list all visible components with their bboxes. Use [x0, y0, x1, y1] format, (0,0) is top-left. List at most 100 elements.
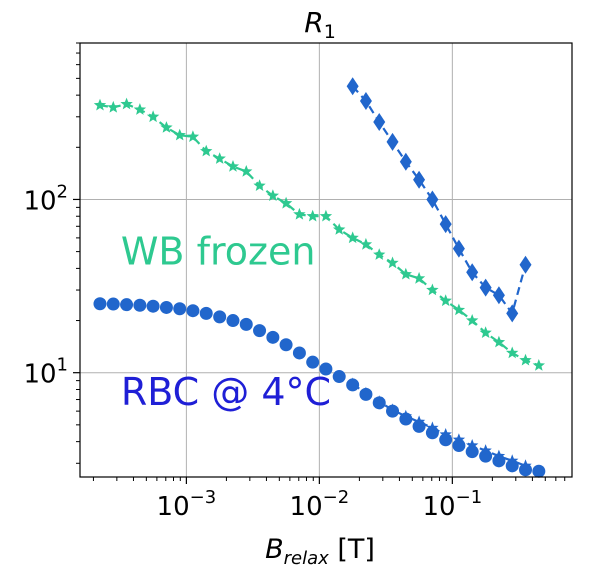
series-3-point-8	[452, 433, 466, 445]
chart-title-subscript: 1	[324, 21, 336, 43]
series-1-point-3	[386, 132, 399, 151]
series-0-point-5	[160, 121, 173, 133]
series-0-point-7	[186, 130, 200, 142]
annotation-0: WB frozen	[121, 230, 316, 274]
series-3-point-9	[466, 439, 479, 451]
series-0-point-9	[213, 152, 226, 164]
y-tick-label-1: 102	[23, 181, 68, 216]
series-0-point-21	[373, 248, 386, 260]
series-0-point-1	[107, 100, 120, 113]
series-0-point-31	[506, 346, 519, 359]
series-2-point-4	[146, 299, 160, 313]
series-0-point-8	[200, 144, 213, 157]
series-2-point-12	[253, 324, 267, 338]
series-0-point-14	[279, 196, 293, 209]
series-2-point-1	[106, 297, 120, 311]
y-tick-label-base: 10	[23, 360, 56, 390]
x-tick-label-exponent: −1	[456, 487, 483, 508]
series-0-point-24	[412, 271, 426, 284]
series-3-point-13	[519, 459, 532, 472]
series-2-point-28	[465, 445, 479, 459]
series-0	[93, 97, 545, 371]
annotation-1: RBC @ 4°C	[121, 370, 331, 414]
x-tick-label-exponent: −2	[323, 487, 350, 508]
series-1	[346, 77, 532, 323]
series-3-point-0	[346, 377, 359, 390]
x-axis-label-main: B	[265, 534, 284, 565]
series-1-point-0	[346, 77, 359, 96]
grid	[80, 43, 572, 477]
series-2-point-2	[120, 298, 134, 312]
series-2-point-8	[199, 306, 213, 320]
series-1-point-10	[479, 278, 492, 297]
series-0-point-27	[452, 303, 466, 316]
series-0-line	[99, 102, 540, 367]
x-tick-label-1: 10−2	[290, 487, 350, 522]
series-1-point-9	[466, 263, 479, 282]
series-1-point-8	[452, 239, 465, 258]
series-0-point-19	[346, 231, 359, 244]
series-1-point-5	[413, 170, 426, 189]
series-0-point-3	[133, 103, 147, 115]
x-tick-label-exponent: −3	[190, 487, 217, 508]
y-tick-label-0: 101	[23, 355, 68, 390]
series-2-point-17	[319, 362, 333, 376]
series-2-point-14	[279, 338, 293, 352]
series-2-point-9	[213, 310, 227, 324]
series-0-point-30	[492, 335, 506, 348]
series-3-point-7	[439, 428, 452, 440]
series-1-point-7	[439, 215, 452, 234]
series-0-point-17	[319, 209, 333, 222]
series-0-point-0	[93, 98, 107, 111]
series-2-point-18	[332, 370, 346, 384]
series-0-point-22	[386, 256, 399, 269]
series-0-point-18	[333, 223, 346, 235]
x-tick-label-base: 10	[157, 492, 190, 522]
series-0-point-29	[479, 326, 492, 338]
series-3-point-3	[386, 403, 399, 416]
series-3-point-4	[399, 409, 412, 422]
series-0-point-11	[240, 165, 253, 177]
series-0-point-16	[306, 209, 319, 222]
series-1-point-2	[373, 112, 386, 131]
series-layer	[93, 77, 546, 478]
chart-title-main: R	[304, 6, 323, 39]
series-3	[346, 377, 532, 472]
series-1-point-6	[426, 190, 439, 209]
chart-title: R1	[304, 6, 336, 43]
series-2-point-7	[186, 304, 200, 318]
series-2-point-13	[266, 330, 280, 344]
series-1-point-12	[506, 304, 519, 323]
series-2-point-32	[519, 463, 533, 477]
series-0-point-10	[226, 160, 240, 172]
series-2-point-16	[306, 355, 320, 369]
series-0-point-15	[293, 207, 306, 220]
series-3-point-1	[359, 386, 373, 399]
series-3-point-12	[506, 454, 519, 467]
series-0-point-12	[253, 179, 266, 191]
x-tick-label-0: 10−3	[157, 487, 217, 522]
series-1-point-1	[359, 92, 372, 111]
series-2-point-33	[532, 464, 546, 478]
series-3-point-6	[426, 421, 439, 434]
series-0-point-32	[519, 353, 532, 366]
series-2-point-29	[479, 449, 493, 463]
series-2-point-5	[159, 300, 173, 314]
series-1-point-4	[399, 152, 412, 171]
series-0-point-20	[359, 237, 373, 250]
series-0-point-23	[399, 267, 412, 280]
y-tick-label-exponent: 1	[57, 355, 68, 376]
y-tick-label-base: 10	[23, 186, 56, 216]
series-1-point-13	[519, 255, 532, 274]
series-2-point-10	[226, 314, 240, 328]
series-2-point-30	[492, 454, 506, 468]
series-0-point-2	[120, 97, 133, 110]
series-0-point-28	[466, 314, 479, 326]
series-2-point-31	[505, 459, 519, 473]
series-3-point-2	[373, 395, 386, 407]
series-0-point-33	[532, 359, 545, 371]
x-tick-label-2: 10−1	[423, 487, 483, 522]
annotations: WB frozen RBC @ 4°C	[121, 230, 331, 414]
